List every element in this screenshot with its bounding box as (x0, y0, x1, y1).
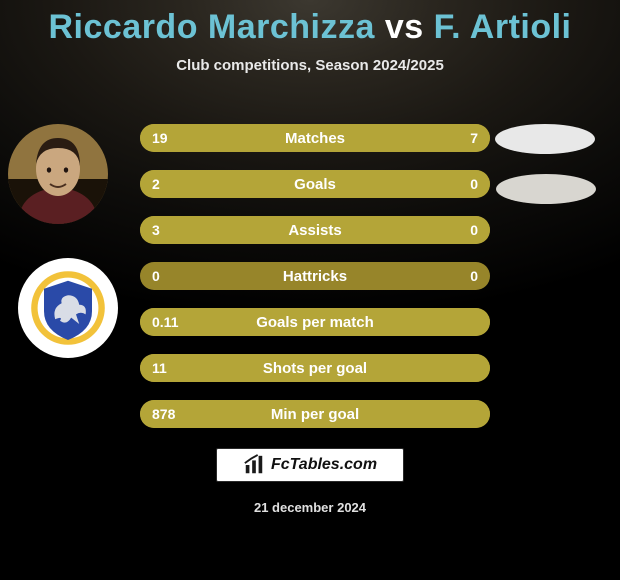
stat-row: 30Assists (140, 216, 490, 244)
title-player1: Riccardo Marchizza (48, 8, 374, 46)
player1-avatar (8, 124, 108, 224)
stat-label: Goals (140, 170, 490, 198)
title: Riccardo Marchizza vs F. Artioli (0, 8, 620, 47)
player2-badge-placeholder (496, 174, 596, 204)
stat-row: 00Hattricks (140, 262, 490, 290)
stat-label: Shots per goal (140, 354, 490, 382)
player1-club-badge (18, 258, 118, 358)
fctables-text: FcTables.com (271, 456, 377, 474)
stat-row: 20Goals (140, 170, 490, 198)
fctables-logo: FcTables.com (216, 448, 404, 482)
stat-row: 197Matches (140, 124, 490, 152)
club-badge-icon (28, 268, 108, 348)
stats-container: 197Matches 20Goals 30Assists 00Hattricks 0.1… (140, 124, 490, 446)
stat-label: Min per goal (140, 400, 490, 428)
title-player2: F. Artioli (434, 8, 572, 46)
comparison-card: Riccardo Marchizza vs F. Artioli Club co… (0, 0, 620, 580)
player2-avatar-placeholder (495, 124, 595, 154)
date-text: 21 december 2024 (0, 500, 620, 515)
bar-chart-icon (243, 454, 265, 476)
stat-row: 878Min per goal (140, 400, 490, 428)
subtitle: Club competitions, Season 2024/2025 (0, 57, 620, 74)
stat-row: 11Shots per goal (140, 354, 490, 382)
player-photo-icon (8, 124, 108, 224)
title-vs: vs (385, 8, 424, 46)
stat-label: Goals per match (140, 308, 490, 336)
stat-label: Assists (140, 216, 490, 244)
stat-label: Hattricks (140, 262, 490, 290)
stat-row: 0.11Goals per match (140, 308, 490, 336)
stat-label: Matches (140, 124, 490, 152)
